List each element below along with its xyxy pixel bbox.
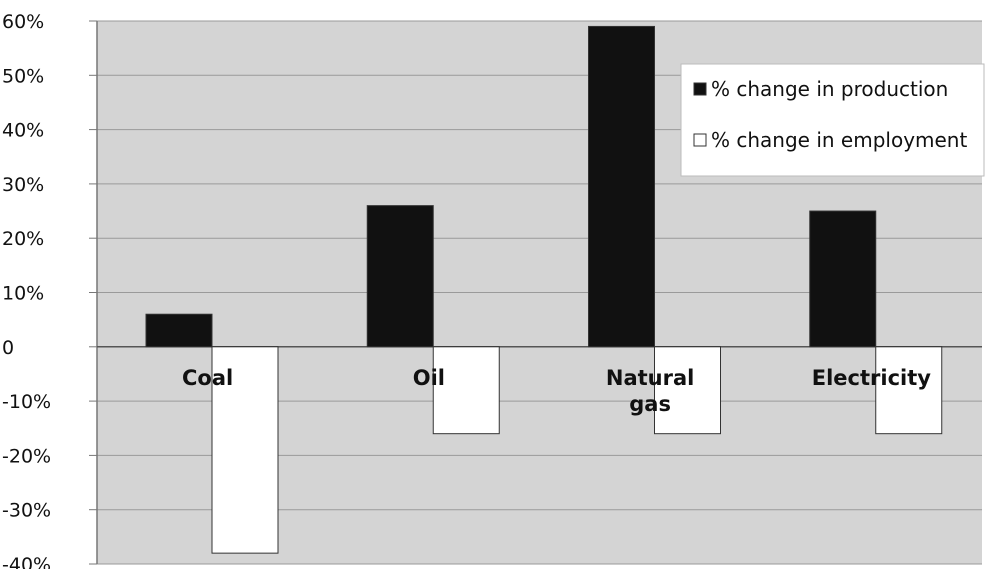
legend-swatch-production: [693, 82, 707, 96]
legend-box: [680, 63, 985, 177]
bar-coal-production: [145, 313, 213, 348]
category-label: Oil: [413, 366, 445, 390]
y-axis-ticks: -40% -30% -20% -10% 0 10% 20% 30% 40% 50% 60%: [2, 11, 97, 569]
y-tick-label: 10%: [2, 283, 44, 305]
legend-swatch-employment: [693, 133, 707, 147]
y-tick-label: -20%: [2, 445, 51, 467]
bar-coal-employment: [211, 346, 279, 554]
category-labels: Coal Oil Natural gas Electricity: [182, 366, 931, 416]
y-tick-label: 30%: [2, 174, 44, 196]
legend: % change in production % change in emplo…: [680, 63, 985, 177]
bar-oil-employment: [432, 346, 500, 435]
y-tick-label: 0: [2, 337, 14, 359]
legend-label-employment: % change in employment: [711, 128, 967, 152]
y-tick-label: 60%: [2, 11, 44, 33]
y-tick-label: -40%: [2, 554, 51, 569]
y-tick-label: 20%: [2, 228, 44, 250]
category-label: Natural gas: [606, 366, 694, 416]
y-tick-label: 40%: [2, 120, 44, 142]
bar-oil-production: [366, 205, 434, 348]
bars: [145, 25, 943, 554]
category-label: Coal: [182, 366, 233, 390]
legend-label-production: % change in production: [711, 77, 948, 101]
y-tick-label: 50%: [2, 65, 44, 87]
y-tick-label: -10%: [2, 391, 51, 413]
bar-electricity-employment: [875, 346, 943, 435]
bar-natural-gas-production: [588, 25, 655, 348]
bar-electricity-production: [809, 210, 877, 348]
bar-natural-gas-employment: [654, 346, 721, 435]
category-label: Electricity: [812, 366, 932, 390]
y-tick-label: -30%: [2, 500, 51, 522]
